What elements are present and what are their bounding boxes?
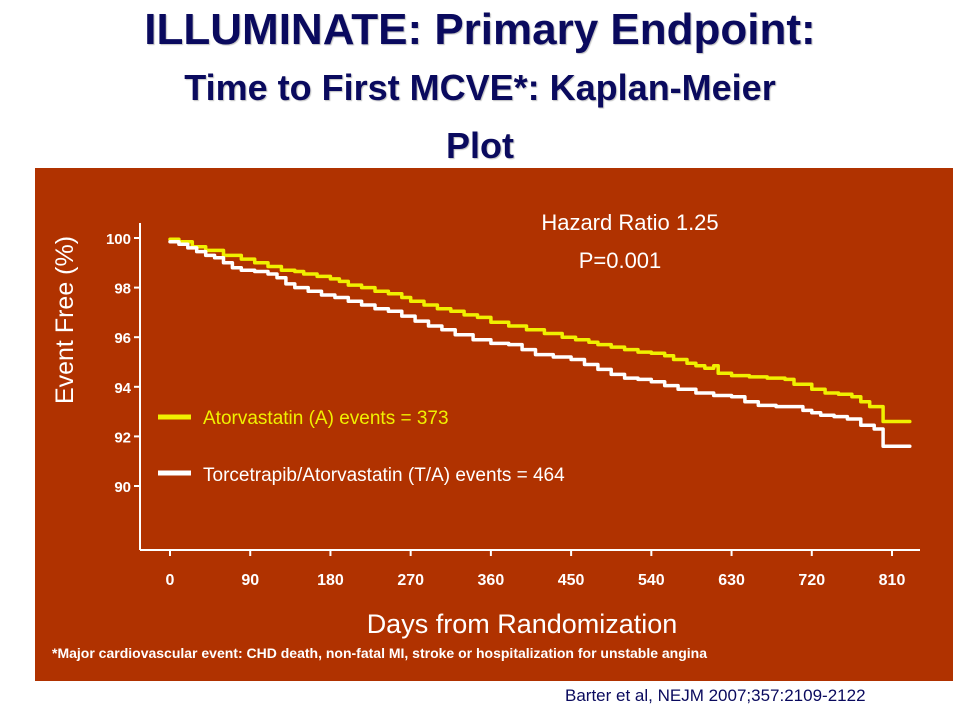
p-value-annotation: P=0.001 xyxy=(579,248,662,273)
y-tick-label: 100 xyxy=(106,231,131,248)
y-tick-label: 98 xyxy=(114,281,131,298)
chart-series xyxy=(168,237,912,449)
y-tick-label: 94 xyxy=(114,380,131,397)
citation: Barter et al, NEJM 2007;357:2109-2122 xyxy=(565,686,866,705)
chart-legend: Atorvastatin (A) events = 373 Torcetrapi… xyxy=(158,408,565,486)
footnote: *Major cardiovascular event: CHD death, … xyxy=(52,645,707,661)
x-tick-label: 270 xyxy=(397,572,424,589)
y-tick-label: 90 xyxy=(114,479,131,496)
x-tick-label: 720 xyxy=(798,572,825,589)
hazard-ratio-annotation: Hazard Ratio 1.25 xyxy=(541,210,718,235)
legend-label-atorvastatin: Atorvastatin (A) events = 373 xyxy=(203,408,449,429)
page-subtitle: Time to First MCVE*: Kaplan-Meier xyxy=(184,67,776,108)
x-tick-label: 180 xyxy=(317,572,344,589)
y-axis-title: Event Free (%) xyxy=(51,236,79,404)
chart-panel: 100 98 96 94 92 90 0 90 180 270 360 450 540 630 720 810… xyxy=(35,168,953,681)
series-line-torcetrapib-atorvastatin xyxy=(168,239,912,449)
x-tick-label: 810 xyxy=(879,572,906,589)
chart-axes: 100 98 96 94 92 90 0 90 180 270 360 450 540 630 720 810 xyxy=(106,223,920,589)
x-tick-label: 540 xyxy=(638,572,665,589)
x-tick-label: 630 xyxy=(718,572,745,589)
x-axis-title: Days from Randomization xyxy=(367,609,678,639)
page-subtitle-continued: Plot xyxy=(446,125,514,166)
page-title: ILLUMINATE: Primary Endpoint: xyxy=(144,5,816,54)
y-tick-label: 96 xyxy=(114,330,131,347)
x-tick-label: 360 xyxy=(478,572,505,589)
kaplan-meier-chart: 100 98 96 94 92 90 0 90 180 270 360 450 540 630 720 810… xyxy=(51,210,920,639)
series-line-atorvastatin xyxy=(168,237,912,424)
y-tick-label: 92 xyxy=(114,429,131,446)
x-tick-label: 0 xyxy=(166,572,175,589)
legend-label-torcetrapib-atorvastatin: Torcetrapib/Atorvastatin (T/A) events = … xyxy=(203,465,565,486)
x-tick-label: 450 xyxy=(558,572,585,589)
x-tick-label: 90 xyxy=(241,572,259,589)
